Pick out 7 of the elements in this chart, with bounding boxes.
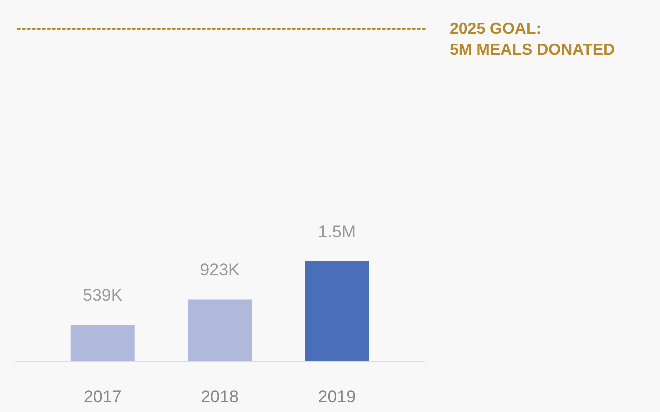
data-label: 923K [200, 260, 241, 280]
data-label: 1.5M [318, 222, 356, 242]
data-label: 539K [83, 286, 124, 306]
ref-line-label: 2025 GOAL: 5M MEALS DONATED [450, 21, 616, 59]
x-tick-label: 2017 [84, 388, 122, 406]
x-tick-label: 2018 [201, 388, 239, 406]
x-tick-label: 2019 [318, 388, 356, 406]
